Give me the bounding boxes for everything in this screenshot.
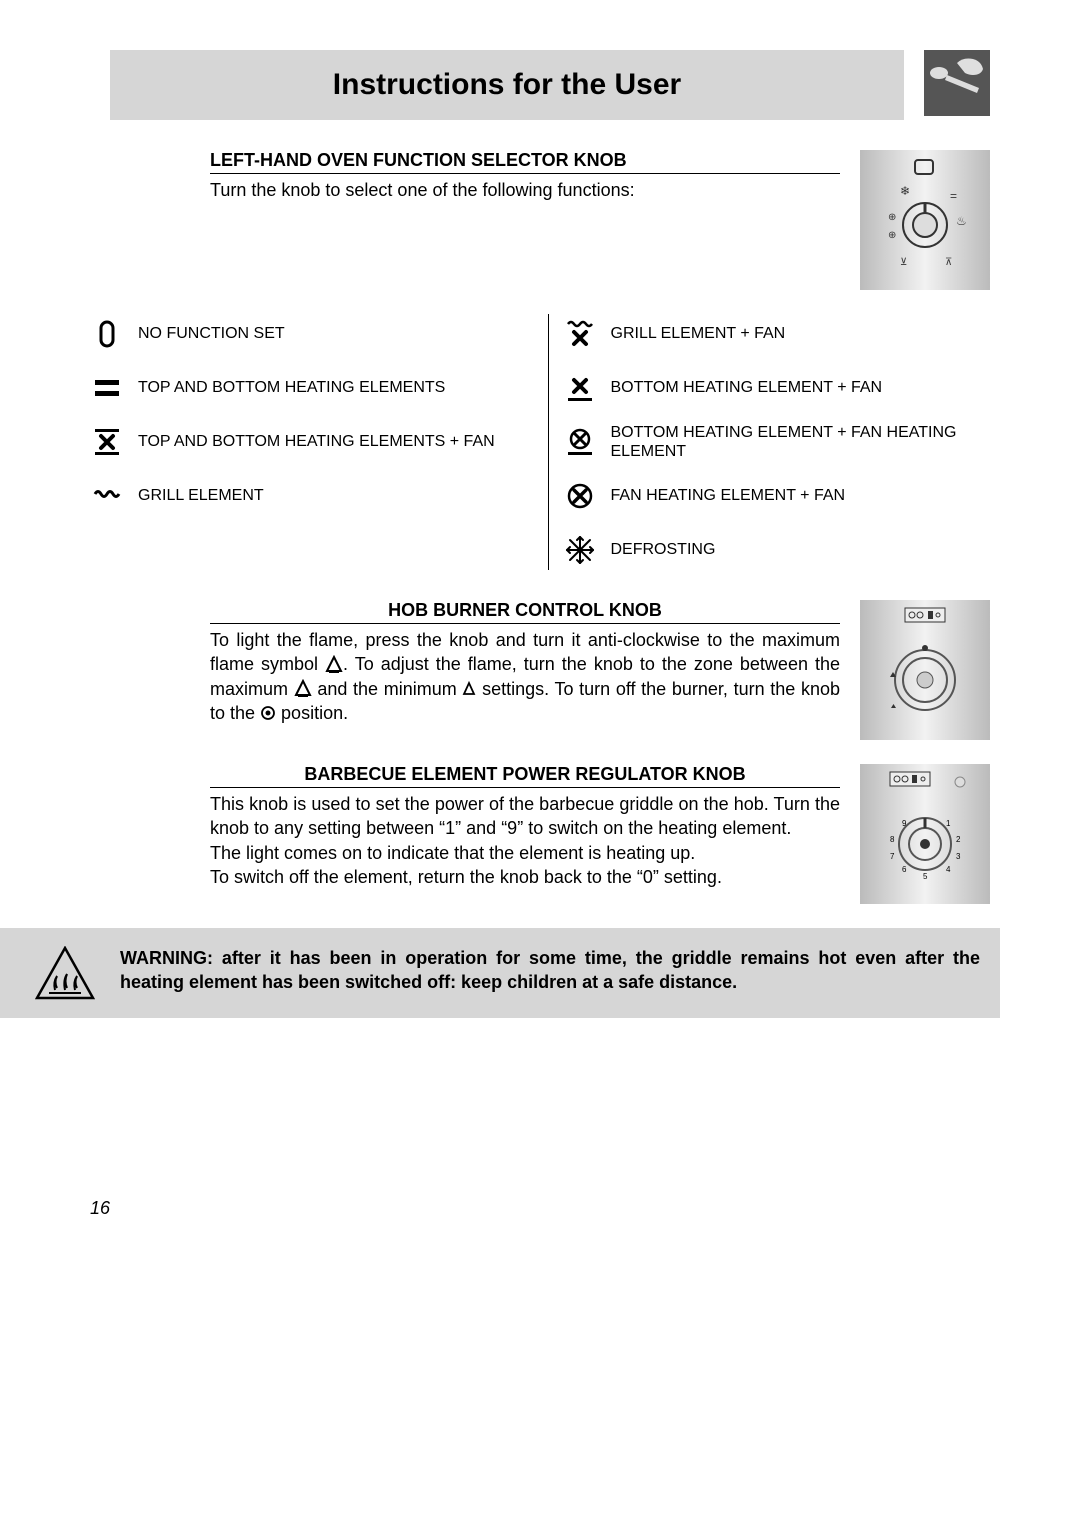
function-item: FAN HEATING ELEMENT + FAN <box>563 476 991 516</box>
hob-burner-text: To light the flame, press the knob and t… <box>210 628 840 725</box>
svg-text:1: 1 <box>946 819 951 828</box>
page-header: Instructions for the User <box>110 50 990 120</box>
warning-box: WARNING: after it has been in operation … <box>0 928 1000 1018</box>
svg-text:5: 5 <box>923 872 928 881</box>
text-fragment: position. <box>276 703 348 723</box>
bbq-regulator-knob-image: 1 2 3 4 5 6 7 8 9 <box>860 764 990 904</box>
function-item: TOP AND BOTTOM HEATING ELEMENTS <box>90 368 518 408</box>
warning-text: WARNING: after it has been in operation … <box>120 946 980 995</box>
svg-text:4: 4 <box>946 865 951 874</box>
bbq-p1: This knob is used to set the power of th… <box>210 792 840 841</box>
page-title: Instructions for the User <box>120 68 894 102</box>
function-label: BOTTOM HEATING ELEMENT + FAN <box>611 378 883 397</box>
svg-text:❄: ❄ <box>900 184 910 198</box>
bottom-fanheat-icon <box>563 425 597 459</box>
svg-text:=: = <box>950 189 957 203</box>
grill-icon <box>90 479 124 513</box>
function-item: DEFROSTING <box>563 530 991 570</box>
function-label: DEFROSTING <box>611 540 716 559</box>
bottom-fan-icon <box>563 371 597 405</box>
page-number: 16 <box>90 1198 990 1219</box>
svg-text:8: 8 <box>890 835 895 844</box>
section-bbq-regulator: BARBECUE ELEMENT POWER REGULATOR KNOB Th… <box>210 764 990 904</box>
svg-text:⊻: ⊻ <box>900 257 907 268</box>
function-label: TOP AND BOTTOM HEATING ELEMENTS + FAN <box>138 432 495 451</box>
fanheat-fan-icon <box>563 479 597 513</box>
title-banner: Instructions for the User <box>110 50 904 120</box>
bbq-p3: To switch off the element, return the kn… <box>210 865 840 889</box>
user-logo-icon <box>924 50 990 116</box>
max-flame-icon <box>294 679 312 700</box>
svg-text:⊕: ⊕ <box>888 230 896 241</box>
section-hob-burner: HOB BURNER CONTROL KNOB To light the fla… <box>210 600 990 740</box>
function-label: NO FUNCTION SET <box>138 324 285 343</box>
bbq-p2: The light comes on to indicate that the … <box>210 841 840 865</box>
heading-bbq-regulator: BARBECUE ELEMENT POWER REGULATOR KNOB <box>210 764 840 788</box>
function-column-left: NO FUNCTION SET TOP AND BOTTOM HEATING EL… <box>90 314 518 570</box>
off-position-icon <box>260 705 276 724</box>
function-label: GRILL ELEMENT <box>138 486 264 505</box>
heading-hob-burner: HOB BURNER CONTROL KNOB <box>210 600 840 624</box>
function-item: BOTTOM HEATING ELEMENT + FAN HEATING ELE… <box>563 422 991 462</box>
svg-text:⊕: ⊕ <box>888 212 896 223</box>
min-flame-icon <box>462 680 476 699</box>
function-label: BOTTOM HEATING ELEMENT + FAN HEATING ELE… <box>611 423 991 461</box>
section-oven-selector: LEFT-HAND OVEN FUNCTION SELECTOR KNOB Tu… <box>210 150 990 290</box>
function-label: FAN HEATING ELEMENT + FAN <box>611 486 846 505</box>
function-item: GRILL ELEMENT <box>90 476 518 516</box>
svg-text:⊼: ⊼ <box>945 257 952 268</box>
svg-text:7: 7 <box>890 852 895 861</box>
no-function-icon <box>90 317 124 351</box>
top-bottom-icon <box>90 371 124 405</box>
function-item: NO FUNCTION SET <box>90 314 518 354</box>
intro-oven-selector: Turn the knob to select one of the follo… <box>210 178 840 202</box>
function-label: GRILL ELEMENT + FAN <box>611 324 786 343</box>
top-bottom-fan-icon <box>90 425 124 459</box>
grill-fan-icon <box>563 317 597 351</box>
function-item: TOP AND BOTTOM HEATING ELEMENTS + FAN <box>90 422 518 462</box>
function-item: BOTTOM HEATING ELEMENT + FAN <box>563 368 991 408</box>
hot-surface-warning-icon <box>30 946 100 1000</box>
oven-selector-knob-image: ❄ = ⊕ ⊕ ♨ ⊻ ⊼ <box>860 150 990 290</box>
text-fragment: and the minimum <box>312 679 463 699</box>
svg-text:6: 6 <box>902 865 907 874</box>
svg-text:2: 2 <box>956 835 961 844</box>
function-table: NO FUNCTION SET TOP AND BOTTOM HEATING EL… <box>90 314 990 570</box>
svg-text:9: 9 <box>902 819 907 828</box>
svg-text:♨: ♨ <box>956 214 967 228</box>
hob-burner-knob-image <box>860 600 990 740</box>
function-column-right: GRILL ELEMENT + FAN BOTTOM HEATING ELEMEN… <box>548 314 991 570</box>
max-flame-icon <box>325 655 343 676</box>
function-label: TOP AND BOTTOM HEATING ELEMENTS <box>138 378 445 397</box>
function-item: GRILL ELEMENT + FAN <box>563 314 991 354</box>
defrost-icon <box>563 533 597 567</box>
heading-oven-selector: LEFT-HAND OVEN FUNCTION SELECTOR KNOB <box>210 150 840 174</box>
svg-text:3: 3 <box>956 852 961 861</box>
